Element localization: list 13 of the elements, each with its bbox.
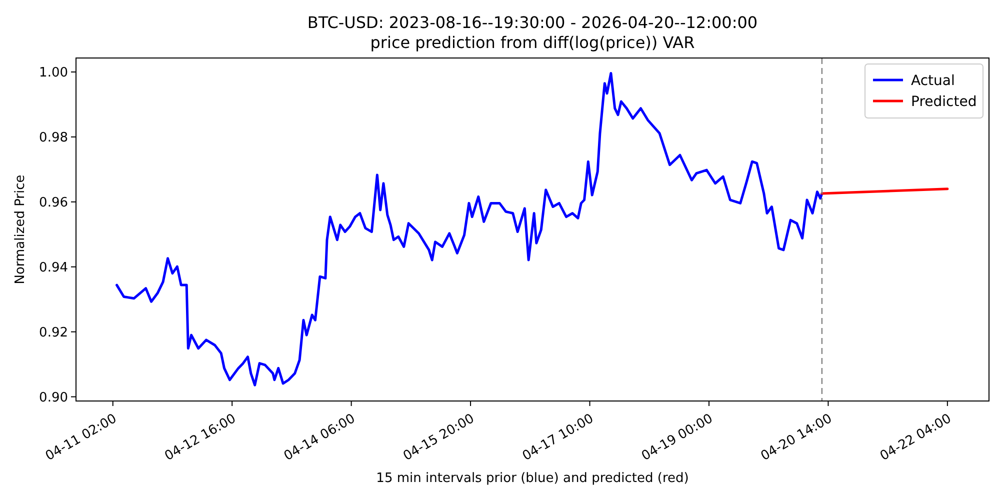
legend-label: Actual — [911, 72, 955, 89]
y-tick-label: 0.90 — [39, 390, 68, 406]
y-tick-label: 0.96 — [39, 195, 68, 210]
chart-subtitle: price prediction from diff(log(price)) VAR — [370, 33, 695, 52]
y-tick-label: 1.00 — [39, 66, 68, 81]
legend-label: Predicted — [911, 94, 977, 110]
y-tick-label: 0.92 — [39, 325, 68, 340]
x-axis-title: 15 min intervals prior (blue) and predicted (red) — [376, 471, 689, 486]
y-tick-label: 0.94 — [39, 260, 68, 276]
y-tick-label: 0.98 — [39, 130, 68, 146]
line-series — [116, 72, 824, 386]
chart-title: BTC-USD: 2023-08-16--19:30:00 - 2026-04-20--12:00:00 — [307, 13, 758, 32]
y-axis-title: Normalized Price — [13, 174, 28, 284]
